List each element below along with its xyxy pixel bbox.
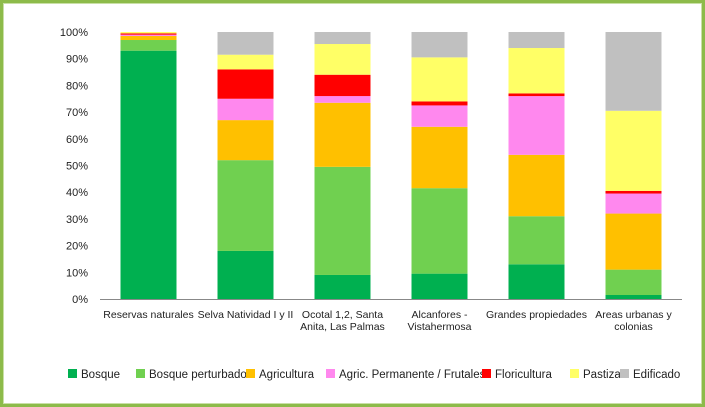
y-tick-label: 0% [72, 294, 88, 306]
bar-segment-agricultura [605, 213, 662, 270]
legend-label: Edificado [633, 369, 680, 381]
y-tick-label: 10% [66, 267, 88, 279]
bar-segment-agricultura [217, 120, 274, 161]
legend-swatch [482, 369, 491, 378]
y-tick-label: 100% [60, 27, 88, 39]
bar-segment-bosque-perturbado [217, 160, 274, 251]
legend-label: Agricultura [259, 369, 315, 381]
legend-swatch [326, 369, 335, 378]
y-tick-label: 60% [66, 134, 88, 146]
bar-segment-agric-permanente-frutales [120, 34, 177, 37]
x-tick-label: Alcanfores - [411, 309, 468, 321]
y-tick-label: 40% [66, 187, 88, 199]
bar-segment-floricultura [217, 69, 274, 99]
bar-segment-pastizal [120, 32, 177, 34]
bar-segment-bosque [217, 250, 274, 299]
bar-segment-edificado [314, 32, 371, 45]
bar-segment-edificado [217, 32, 274, 55]
bar-segment-agricultura [411, 126, 468, 189]
y-tick-label: 70% [66, 107, 88, 119]
bar-segment-agricultura [508, 154, 565, 217]
bar-segment-pastizal [217, 54, 274, 70]
x-tick-label: Vistahermosa [407, 321, 471, 333]
bar-segment-bosque [411, 273, 468, 299]
bar-segment-edificado [605, 32, 662, 111]
legend-label: Floricultura [495, 369, 552, 381]
bar-segment-bosque [314, 274, 371, 299]
legend-swatch [68, 369, 77, 378]
x-tick-label: Selva Natividad I y II [198, 309, 294, 321]
bar-segment-bosque-perturbado [508, 216, 565, 265]
legend-label: Pastizal [583, 369, 623, 381]
bar-segment-pastizal [411, 57, 468, 102]
bar-segment-bosque [508, 264, 565, 299]
bar-segment-agric-permanente-frutales [605, 193, 662, 214]
bar-segment-bosque-perturbado [411, 188, 468, 274]
bar-segment-bosque-perturbado [120, 40, 177, 51]
bar-segment-agricultura [120, 36, 177, 41]
bar-segment-agric-permanente-frutales [314, 96, 371, 103]
x-tick-label: Anita, Las Palmas [300, 321, 385, 333]
bar-segment-bosque-perturbado [605, 269, 662, 295]
bar-segment-agric-permanente-frutales [411, 105, 468, 127]
bar-segment-agric-permanente-frutales [217, 98, 274, 121]
y-tick-label: 30% [66, 214, 88, 226]
bar-segment-floricultura [314, 74, 371, 97]
bar-segment-agricultura [314, 102, 371, 167]
y-tick-label: 20% [66, 241, 88, 253]
bar-segment-edificado [411, 32, 468, 58]
x-tick-label: Areas urbanas y [595, 309, 672, 321]
x-tick-label: colonias [614, 321, 653, 333]
bar-segment-floricultura [508, 93, 565, 97]
bar-segment-agric-permanente-frutales [508, 96, 565, 155]
legend-swatch [620, 369, 629, 378]
y-tick-label: 80% [66, 80, 88, 92]
x-tick-label: Reservas naturales [103, 309, 193, 321]
bar-segment-pastizal [508, 48, 565, 94]
legend-swatch [136, 369, 145, 378]
x-tick-label: Grandes propiedades [486, 309, 587, 321]
legend-label: Agric. Permanente / Frutales [339, 369, 486, 381]
legend-swatch [246, 369, 255, 378]
bar-segment-bosque [120, 50, 177, 299]
bar-segment-floricultura [605, 190, 662, 194]
bar-segment-pastizal [314, 44, 371, 75]
bar-segment-bosque-perturbado [314, 166, 371, 275]
legend-label: Bosque perturbado [149, 369, 247, 381]
y-tick-label: 90% [66, 54, 88, 66]
x-tick-label: Ocotal 1,2, Santa [302, 309, 383, 321]
y-tick-label: 50% [66, 161, 88, 173]
bar-segment-floricultura [120, 33, 177, 35]
bar-segment-floricultura [411, 101, 468, 106]
bar-segment-edificado [508, 32, 565, 49]
bar-segment-pastizal [605, 110, 662, 191]
legend-label: Bosque [81, 369, 120, 381]
bar-segment-bosque [605, 294, 662, 299]
legend-swatch [570, 369, 579, 378]
